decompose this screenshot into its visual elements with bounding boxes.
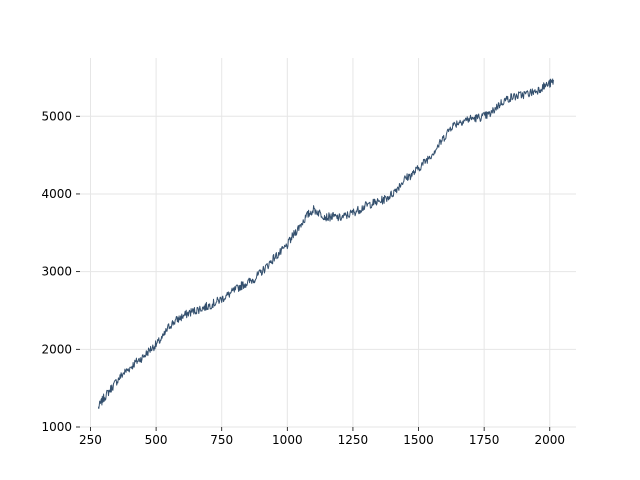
tick-label-layer: 250 500 750 1000 1250 1500 1750 2000 1000 2000 300… — [41, 109, 565, 447]
series-layer — [97, 78, 555, 409]
grid-layer — [80, 58, 576, 428]
axis-layer — [76, 115, 551, 431]
y-tick-label: 4000 — [41, 187, 72, 201]
x-tick-label: 1000 — [272, 433, 303, 447]
x-tick-label: 1500 — [403, 433, 434, 447]
x-tick-label: 2000 — [534, 433, 565, 447]
x-tick-label: 1250 — [338, 433, 369, 447]
x-tick-label: 250 — [79, 433, 102, 447]
x-tick-label: 1750 — [469, 433, 500, 447]
y-tick-label: 5000 — [41, 109, 72, 123]
series-line-0 — [97, 78, 555, 409]
x-tick-label: 500 — [145, 433, 168, 447]
y-tick-label: 3000 — [41, 265, 72, 279]
x-tick-label: 750 — [210, 433, 233, 447]
y-tick-label: 2000 — [41, 342, 72, 356]
y-tick-label: 1000 — [41, 420, 72, 434]
